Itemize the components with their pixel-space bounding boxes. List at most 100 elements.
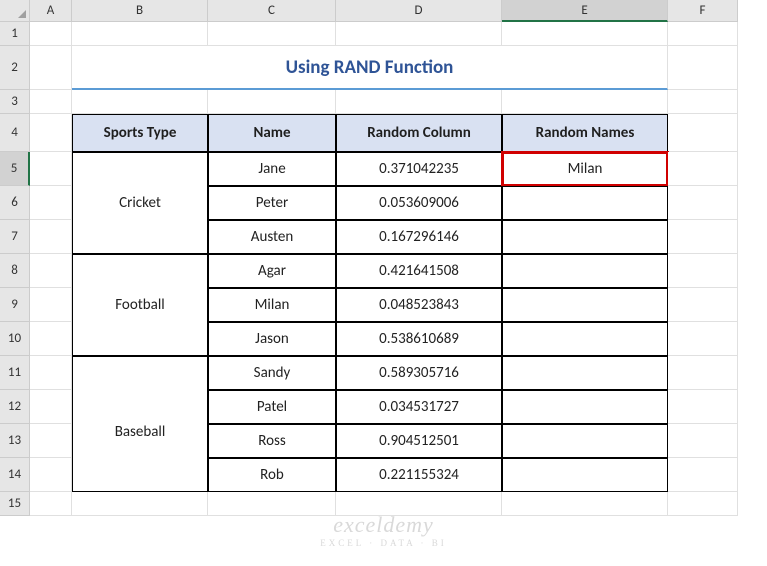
cell-F11[interactable] [668,356,738,390]
col-header-B[interactable]: B [72,0,208,22]
cell-F2[interactable] [668,46,738,90]
cell-name-r6[interactable]: Peter [208,186,336,220]
cell-sports-baseball-t[interactable] [72,356,208,390]
cell-D15[interactable] [336,492,502,516]
cell-rand-r12[interactable]: 0.034531727 [336,390,502,424]
cell-F15[interactable] [668,492,738,516]
cell-A1[interactable] [30,22,72,46]
row-header-1[interactable]: 1 [0,22,30,46]
row-header-11[interactable]: 11 [0,356,30,390]
cell-D1[interactable] [336,22,502,46]
cell-F14[interactable] [668,458,738,492]
cell-E3[interactable] [502,90,668,114]
cell-A10[interactable] [30,322,72,356]
row-header-2[interactable]: 2 [0,46,30,90]
cell-rand-r11[interactable]: 0.589305716 [336,356,502,390]
cell-name-r5[interactable]: Jane [208,152,336,186]
select-all-corner[interactable] [0,0,30,22]
cell-randomname-r8[interactable] [502,254,668,288]
row-header-5[interactable]: 5 [0,152,30,186]
cell-F1[interactable] [668,22,738,46]
row-header-14[interactable]: 14 [0,458,30,492]
cell-B15[interactable] [72,492,208,516]
cell-sports-baseball-b[interactable] [72,458,208,492]
cell-A2[interactable] [30,46,72,90]
title-cell[interactable]: Using RAND Function [72,46,668,90]
cell-A6[interactable] [30,186,72,220]
cell-name-r12[interactable]: Patel [208,390,336,424]
cell-sports-football-t[interactable] [72,254,208,288]
row-header-3[interactable]: 3 [0,90,30,114]
cell-sports-football-b[interactable] [72,322,208,356]
cell-rand-r10[interactable]: 0.538610689 [336,322,502,356]
cell-randomname-r10[interactable] [502,322,668,356]
row-header-7[interactable]: 7 [0,220,30,254]
col-header-F[interactable]: F [668,0,738,22]
cell-rand-r14[interactable]: 0.221155324 [336,458,502,492]
cell-F13[interactable] [668,424,738,458]
row-header-15[interactable]: 15 [0,492,30,516]
cell-F8[interactable] [668,254,738,288]
cell-F6[interactable] [668,186,738,220]
cell-D3[interactable] [336,90,502,114]
cell-randomname-r6[interactable] [502,186,668,220]
cell-rand-r8[interactable]: 0.421641508 [336,254,502,288]
cell-sports-football-m[interactable]: Football [72,288,208,322]
cell-E1[interactable] [502,22,668,46]
cell-A13[interactable] [30,424,72,458]
cell-A12[interactable] [30,390,72,424]
row-header-12[interactable]: 12 [0,390,30,424]
cell-A4[interactable] [30,114,72,152]
cell-randomname-r5[interactable]: Milan [502,152,668,186]
cell-A3[interactable] [30,90,72,114]
row-header-13[interactable]: 13 [0,424,30,458]
row-header-8[interactable]: 8 [0,254,30,288]
col-header-A[interactable]: A [30,0,72,22]
cell-sports-cricket[interactable] [72,152,208,186]
header-random-column[interactable]: Random Column [336,114,502,152]
row-header-10[interactable]: 10 [0,322,30,356]
col-header-C[interactable]: C [208,0,336,22]
cell-F3[interactable] [668,90,738,114]
cell-A14[interactable] [30,458,72,492]
cell-rand-r13[interactable]: 0.904512501 [336,424,502,458]
cell-randomname-r13[interactable] [502,424,668,458]
cell-rand-r9[interactable]: 0.048523843 [336,288,502,322]
cell-randomname-r9[interactable] [502,288,668,322]
cell-F12[interactable] [668,390,738,424]
cell-F10[interactable] [668,322,738,356]
row-header-6[interactable]: 6 [0,186,30,220]
cell-sports-cricket-b[interactable] [72,220,208,254]
cell-E15[interactable] [502,492,668,516]
cell-A8[interactable] [30,254,72,288]
cell-sports-cricket-m[interactable]: Cricket [72,186,208,220]
cell-name-r8[interactable]: Agar [208,254,336,288]
cell-A9[interactable] [30,288,72,322]
col-header-D[interactable]: D [336,0,502,22]
cell-rand-r7[interactable]: 0.167296146 [336,220,502,254]
cell-F9[interactable] [668,288,738,322]
col-header-E[interactable]: E [502,0,668,22]
cell-name-r11[interactable]: Sandy [208,356,336,390]
cell-A5[interactable] [30,152,72,186]
cell-randomname-r14[interactable] [502,458,668,492]
header-sports[interactable]: Sports Type [72,114,208,152]
cell-randomname-r11[interactable] [502,356,668,390]
cell-C15[interactable] [208,492,336,516]
cell-A7[interactable] [30,220,72,254]
cell-randomname-r7[interactable] [502,220,668,254]
cell-name-r10[interactable]: Jason [208,322,336,356]
cell-name-r14[interactable]: Rob [208,458,336,492]
cell-B1[interactable] [72,22,208,46]
row-header-4[interactable]: 4 [0,114,30,152]
header-random-names[interactable]: Random Names [502,114,668,152]
cell-F7[interactable] [668,220,738,254]
cell-randomname-r12[interactable] [502,390,668,424]
cell-name-r13[interactable]: Ross [208,424,336,458]
row-header-9[interactable]: 9 [0,288,30,322]
cell-name-r9[interactable]: Milan [208,288,336,322]
cell-name-r7[interactable]: Austen [208,220,336,254]
cell-A15[interactable] [30,492,72,516]
cell-F4[interactable] [668,114,738,152]
cell-sports-baseball-m1[interactable]: Baseball [72,390,208,424]
